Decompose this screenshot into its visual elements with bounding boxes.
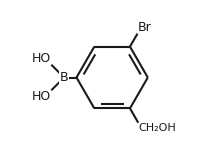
Text: CH₂OH: CH₂OH [138,123,176,133]
Text: B: B [60,71,68,84]
Text: HO: HO [32,90,51,103]
Text: Br: Br [138,21,152,34]
Text: HO: HO [32,52,51,65]
